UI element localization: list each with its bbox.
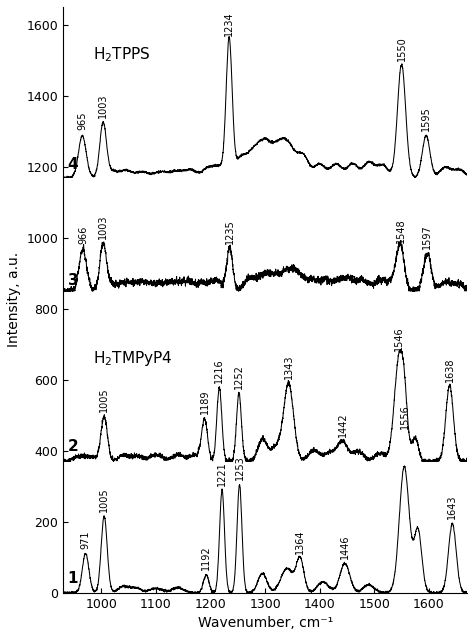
Text: 4: 4 <box>68 157 78 172</box>
Text: 1550: 1550 <box>397 36 407 61</box>
Text: 1253: 1253 <box>235 455 245 480</box>
Text: 1005: 1005 <box>99 487 109 512</box>
Text: 1364: 1364 <box>295 530 305 554</box>
Text: 1003: 1003 <box>98 94 108 118</box>
Text: 1446: 1446 <box>340 534 350 559</box>
Text: 1234: 1234 <box>224 11 234 36</box>
Text: 1595: 1595 <box>421 106 431 131</box>
Text: 3: 3 <box>68 273 78 288</box>
X-axis label: Wavenumber, cm⁻¹: Wavenumber, cm⁻¹ <box>198 616 333 630</box>
Text: 1643: 1643 <box>447 494 457 519</box>
Text: 1005: 1005 <box>99 388 109 412</box>
Text: 1343: 1343 <box>283 355 293 379</box>
Text: 1216: 1216 <box>214 358 224 383</box>
Text: 1235: 1235 <box>225 220 235 244</box>
Text: 1556: 1556 <box>400 404 410 429</box>
Text: 965: 965 <box>77 112 87 131</box>
Text: 1548: 1548 <box>395 218 405 243</box>
Text: 1442: 1442 <box>337 413 347 437</box>
Text: H$_2$TPPS: H$_2$TPPS <box>93 45 151 64</box>
Text: 1638: 1638 <box>445 357 455 382</box>
Text: 1192: 1192 <box>201 545 211 569</box>
Text: 1597: 1597 <box>422 224 432 249</box>
Text: 971: 971 <box>81 531 91 549</box>
Text: 1189: 1189 <box>200 390 210 414</box>
Text: 2: 2 <box>68 438 78 454</box>
Text: 966: 966 <box>78 226 88 244</box>
Text: 1221: 1221 <box>217 461 227 486</box>
Text: 1003: 1003 <box>98 215 108 239</box>
Text: 1: 1 <box>68 571 78 586</box>
Text: 1546: 1546 <box>394 326 404 350</box>
Text: 1252: 1252 <box>234 364 244 389</box>
Y-axis label: Intensity, a.u.: Intensity, a.u. <box>7 252 21 347</box>
Text: H$_2$TMPyP4: H$_2$TMPyP4 <box>93 350 173 368</box>
